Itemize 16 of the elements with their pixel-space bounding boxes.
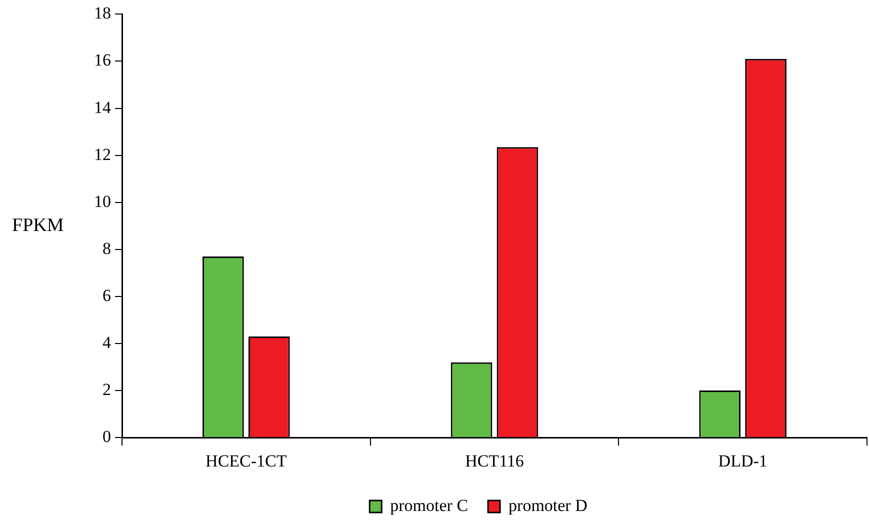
x-tick-label: DLD-1 xyxy=(718,451,768,470)
x-tick-label: HCT116 xyxy=(465,451,524,470)
y-axis-title: FPKM xyxy=(12,214,64,236)
legend-label: promoter D xyxy=(508,496,588,515)
y-tick-label: 4 xyxy=(102,332,112,352)
y-tick-label: 14 xyxy=(94,98,112,117)
y-tick-label: 0 xyxy=(102,427,111,446)
legend-label: promoter C xyxy=(390,496,468,515)
y-tick-label: 18 xyxy=(94,4,111,23)
y-tick-label: 16 xyxy=(94,50,111,70)
y-tick-label: 10 xyxy=(94,192,111,211)
x-tick-label: HCEC-1CT xyxy=(206,451,288,470)
y-tick-label: 12 xyxy=(94,144,111,164)
y-tick-label: 8 xyxy=(102,238,111,258)
y-tick-label: 6 xyxy=(102,286,111,305)
y-tick-label: 2 xyxy=(102,380,111,400)
